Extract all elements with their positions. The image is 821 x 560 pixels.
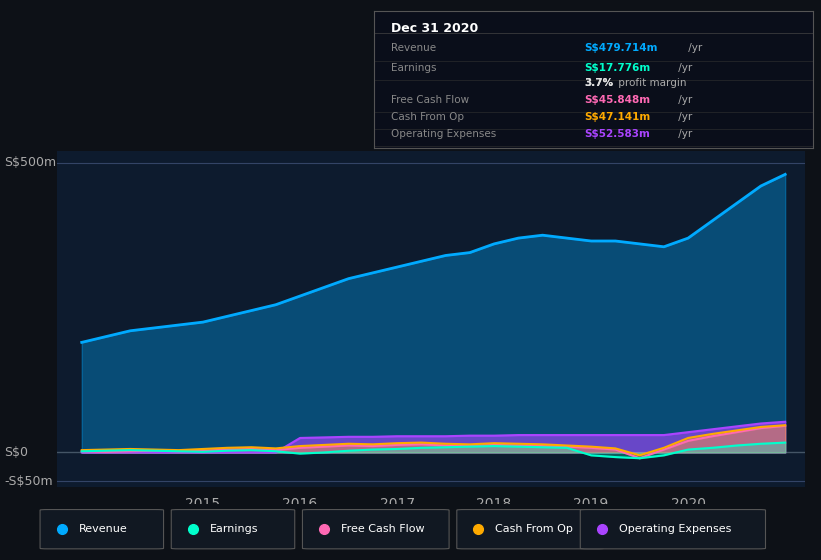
Text: Revenue: Revenue — [391, 43, 436, 53]
FancyBboxPatch shape — [302, 510, 449, 549]
Text: S$17.776m: S$17.776m — [585, 63, 650, 73]
Text: /yr: /yr — [676, 95, 693, 105]
Text: Operating Expenses: Operating Expenses — [619, 524, 732, 534]
Text: S$479.714m: S$479.714m — [585, 43, 658, 53]
Text: S$47.141m: S$47.141m — [585, 112, 650, 122]
Text: Cash From Op: Cash From Op — [495, 524, 573, 534]
Text: Earnings: Earnings — [210, 524, 259, 534]
Text: S$0: S$0 — [4, 446, 28, 459]
Text: /yr: /yr — [676, 129, 693, 139]
Text: 3.7%: 3.7% — [585, 77, 613, 87]
Text: S$500m: S$500m — [4, 156, 56, 169]
Text: Dec 31 2020: Dec 31 2020 — [391, 22, 479, 35]
Text: Free Cash Flow: Free Cash Flow — [391, 95, 470, 105]
FancyBboxPatch shape — [580, 510, 765, 549]
FancyBboxPatch shape — [172, 510, 295, 549]
Text: 3.7%: 3.7% — [585, 77, 613, 87]
FancyBboxPatch shape — [456, 510, 603, 549]
Text: profit margin: profit margin — [615, 77, 686, 87]
Text: Operating Expenses: Operating Expenses — [391, 129, 497, 139]
Text: Earnings: Earnings — [391, 63, 437, 73]
Text: S$52.583m: S$52.583m — [585, 129, 650, 139]
Text: Cash From Op: Cash From Op — [391, 112, 464, 122]
Text: /yr: /yr — [686, 43, 703, 53]
Text: Revenue: Revenue — [79, 524, 127, 534]
Text: /yr: /yr — [676, 63, 693, 73]
Text: -S$50m: -S$50m — [4, 475, 53, 488]
FancyBboxPatch shape — [40, 510, 163, 549]
Text: S$45.848m: S$45.848m — [585, 95, 650, 105]
Text: Free Cash Flow: Free Cash Flow — [341, 524, 424, 534]
Text: /yr: /yr — [676, 112, 693, 122]
